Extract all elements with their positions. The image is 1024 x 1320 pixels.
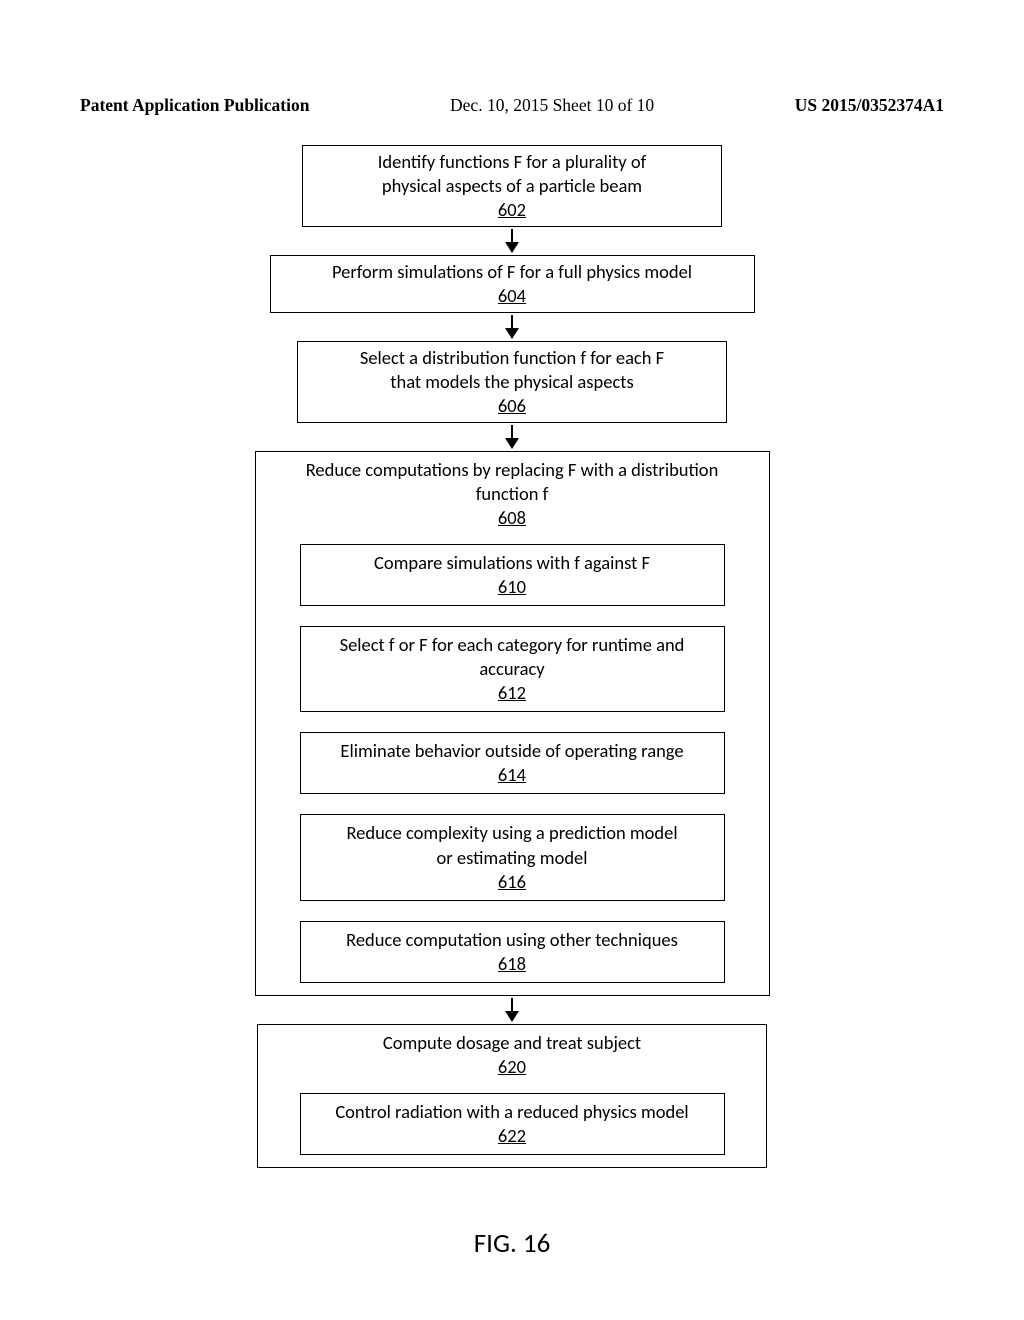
flow-container-608: Reduce computations by replacing F with … — [255, 451, 770, 996]
box-text-line: physical aspects of a particle beam — [382, 174, 642, 198]
reference-number: 604 — [498, 284, 526, 308]
reference-number: 614 — [309, 763, 716, 787]
box-text-line: Compare simulations with f against F — [309, 551, 716, 575]
container-title: Reduce computations by replacing F with … — [306, 458, 719, 530]
flowchart: Identify functions F for a plurality ofp… — [0, 145, 1024, 1168]
header-center: Dec. 10, 2015 Sheet 10 of 10 — [450, 95, 654, 116]
flow-arrow — [505, 227, 519, 255]
box-text-line: that models the physical aspects — [390, 370, 633, 394]
header-right: US 2015/0352374A1 — [795, 95, 944, 116]
box-text-line: or estimating model — [309, 846, 716, 870]
box-text-line: Compute dosage and treat subject — [383, 1031, 641, 1055]
figure-label: FIG. 16 — [0, 1227, 1024, 1260]
flow-step-602: Identify functions F for a plurality ofp… — [302, 145, 722, 227]
flow-container-620: Compute dosage and treat subject620 Contr… — [257, 1024, 767, 1168]
flow-step-612: Select f or F for each category for runt… — [300, 626, 725, 712]
flow-arrow — [505, 423, 519, 451]
box-text-line: Reduce computation using other technique… — [309, 928, 716, 952]
flow-arrow — [505, 996, 519, 1024]
reference-number: 618 — [309, 952, 716, 976]
box-text-line: Eliminate behavior outside of operating … — [309, 739, 716, 763]
box-text-line: Select a distribution function f for eac… — [360, 346, 664, 370]
page-header: Patent Application Publication Dec. 10, … — [0, 95, 1024, 116]
flow-step-606: Select a distribution function f for eac… — [297, 341, 727, 423]
reference-number: 606 — [498, 394, 526, 418]
box-text-line: Select f or F for each category for runt… — [309, 633, 716, 657]
flow-step-622: Control radiation with a reduced physics… — [300, 1093, 725, 1155]
flow-arrow — [505, 313, 519, 341]
reference-number: 608 — [306, 506, 719, 530]
reference-number: 616 — [309, 870, 716, 894]
flow-step-610: Compare simulations with f against F610 — [300, 544, 725, 606]
reference-number: 602 — [498, 198, 526, 222]
reference-number: 622 — [309, 1124, 716, 1148]
box-text-line: Reduce complexity using a prediction mod… — [309, 821, 716, 845]
flow-step-618: Reduce computation using other technique… — [300, 921, 725, 983]
box-text-line: Perform simulations of F for a full phys… — [332, 260, 692, 284]
flow-step-614: Eliminate behavior outside of operating … — [300, 732, 725, 794]
box-text-line: function f — [306, 482, 719, 506]
flow-step-616: Reduce complexity using a prediction mod… — [300, 814, 725, 900]
box-text-line: accuracy — [309, 657, 716, 681]
box-text-line: Control radiation with a reduced physics… — [309, 1100, 716, 1124]
reference-number: 620 — [383, 1055, 641, 1079]
box-text-line: Reduce computations by replacing F with … — [306, 458, 719, 482]
header-left: Patent Application Publication — [80, 95, 309, 116]
flow-step-604: Perform simulations of F for a full phys… — [270, 255, 755, 313]
reference-number: 610 — [309, 575, 716, 599]
reference-number: 612 — [309, 681, 716, 705]
box-text-line: Identify functions F for a plurality of — [378, 150, 646, 174]
container-title: Compute dosage and treat subject620 — [383, 1031, 641, 1079]
